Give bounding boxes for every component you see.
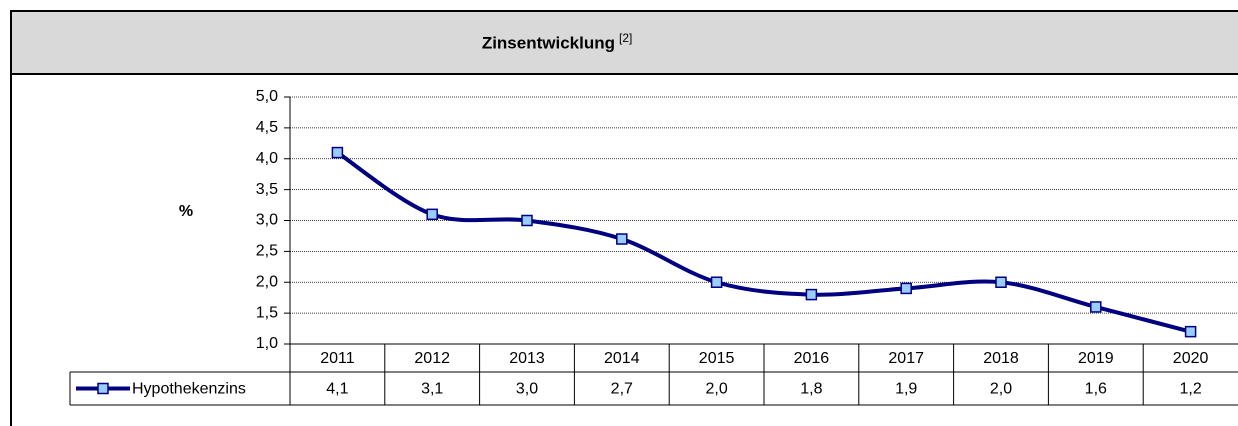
value-label: 1,9: [895, 381, 917, 398]
value-label: 3,1: [421, 381, 443, 398]
value-label: 1,6: [1085, 381, 1107, 398]
marker: [426, 208, 438, 221]
y-tick-label: 2,0: [256, 273, 278, 290]
x-tick-label: 2015: [699, 350, 735, 367]
y-tick-label: 3,5: [256, 181, 278, 198]
marker: [521, 214, 533, 227]
y-tick-label: 3,0: [256, 212, 278, 229]
y-tick-label: 1,5: [256, 304, 278, 321]
y-tick-label: 4,5: [256, 119, 278, 136]
line: [336, 150, 1192, 334]
marker: [1090, 301, 1102, 313]
marker: [331, 146, 344, 159]
x-tick-label: 2019: [1078, 350, 1114, 367]
x-tick-label: 2016: [794, 350, 830, 367]
value-label: 1,2: [1179, 381, 1201, 398]
y-tick-label: 4,0: [256, 150, 278, 167]
x-tick-label: 2011: [320, 350, 355, 367]
y-axis-label: %: [179, 203, 193, 220]
x-tick-label: 2018: [983, 350, 1019, 367]
value-label: 3,0: [516, 381, 538, 398]
chart-title: Zinsentwicklung: [482, 33, 615, 52]
marker: [900, 282, 912, 295]
legend-label: Hypothekenzins: [132, 381, 246, 398]
title-note: [2]: [619, 31, 632, 45]
marker: [1184, 325, 1197, 338]
legend-marker: [97, 382, 109, 395]
marker: [995, 276, 1007, 288]
marker: [710, 276, 723, 288]
value-label: 2,0: [990, 381, 1012, 398]
x-tick-label: 2014: [604, 350, 640, 367]
value-label: 4,1: [326, 381, 348, 398]
y-tick-label: 1,0: [256, 335, 278, 352]
value-label: 2,7: [611, 381, 633, 398]
y-tick-label: 5,0: [256, 88, 278, 105]
header-band: [10, 10, 1238, 75]
value-label: 1,8: [800, 381, 822, 398]
value-label: 2,0: [705, 381, 727, 398]
x-tick-label: 2012: [414, 350, 450, 367]
x-tick-label: 2013: [509, 350, 545, 367]
marker: [616, 233, 628, 245]
x-tick-label: 2020: [1173, 350, 1209, 367]
y-tick-label: 2,5: [256, 243, 278, 260]
marker: [805, 288, 818, 301]
x-tick-label: 2017: [888, 350, 924, 367]
